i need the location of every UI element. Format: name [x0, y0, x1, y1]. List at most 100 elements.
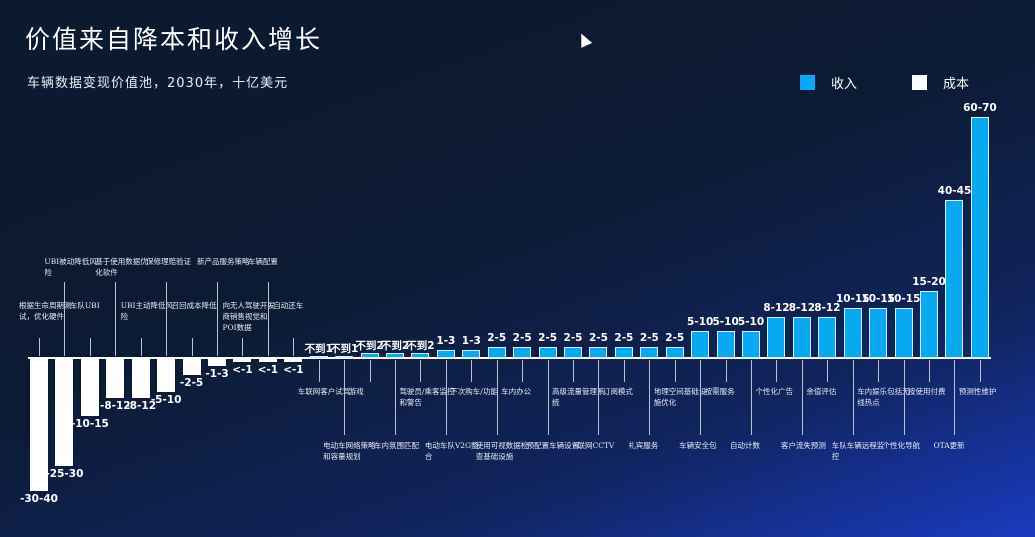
bar-revenue [894, 307, 913, 358]
bar-cost [106, 358, 125, 398]
label-leader-line [573, 360, 575, 382]
value-label: 不到1 [304, 342, 333, 355]
bar-cost [284, 358, 303, 362]
bar-revenue [462, 350, 481, 358]
category-label: OTA更新 [933, 441, 965, 450]
legend-label-cost: 成本 [943, 77, 970, 92]
bar-revenue [716, 331, 735, 358]
category-label: 预测性维护 [958, 387, 997, 396]
bar-revenue [436, 350, 455, 358]
bar-cost [208, 358, 226, 366]
category-label: 联网CCTV [577, 441, 615, 450]
label-leader-line [725, 360, 727, 382]
category-label: 车队车辆远程监控 [831, 441, 885, 461]
value-label: 8-12 [814, 301, 841, 314]
value-label: 不到2 [355, 339, 384, 352]
category-label: 下次购车/功能 [450, 387, 498, 396]
category-label: 车内氛围匹配 [374, 441, 420, 450]
label-leader-line [852, 360, 854, 435]
value-label: 5-10 [712, 316, 739, 328]
bar-revenue [360, 352, 379, 358]
category-label: 根据生命周期测试，优化硬件 [19, 301, 72, 321]
label-leader-line [191, 338, 193, 356]
label-leader-line [166, 282, 168, 356]
category-label: 召回成本降低 [171, 301, 217, 310]
label-leader-line [344, 360, 346, 435]
bar-revenue [869, 307, 888, 358]
label-leader-line [522, 360, 524, 382]
label-leader-line [827, 360, 829, 382]
bar-revenue [945, 199, 964, 358]
bar-revenue [335, 355, 354, 358]
category-label: 车内娱乐包括无线热点 [857, 387, 910, 407]
category-label: 客户流失预测 [780, 441, 826, 450]
value-label: 2-5 [614, 332, 634, 345]
value-label: 10-15 [835, 292, 870, 305]
value-label: 不到1 [330, 342, 359, 355]
label-leader-line [751, 360, 753, 435]
label-leader-line [776, 360, 778, 382]
category-label: 驾驶员/乘客监控和警告 [399, 387, 455, 407]
bar-revenue [538, 347, 557, 358]
value-label: 1-3 [436, 335, 456, 348]
label-leader-line [903, 360, 905, 435]
value-label: 8-12 [788, 301, 816, 314]
bar-revenue [564, 347, 583, 358]
value-label: 不到2 [406, 339, 435, 352]
value-label: -30-40 [20, 493, 58, 506]
category-label: 按使用付费 [908, 387, 946, 396]
category-label: 电动车网络策略和容量规划 [323, 441, 376, 461]
label-leader-line [64, 282, 66, 356]
bar-revenue [665, 347, 684, 358]
bar-revenue [640, 347, 659, 358]
category-label: 订阅模式 [602, 387, 633, 396]
category-label: 车联网客户试驾 [297, 387, 351, 396]
label-leader-line [979, 360, 981, 382]
category-label: 车辆配置 [247, 257, 278, 266]
category-label: 个性化导航 [882, 441, 921, 450]
value-label: <-1 [283, 363, 304, 376]
category-label: 基于使用数据优化软件 [95, 257, 148, 277]
bar-revenue [309, 355, 328, 358]
bar-revenue [818, 316, 837, 358]
label-leader-line [39, 338, 40, 356]
value-label: 15-20 [912, 276, 946, 289]
category-label: 地理空间基础设施优化 [653, 387, 707, 407]
legend-item-revenue: 收入 [800, 73, 857, 92]
value-label: -25-30 [45, 468, 84, 480]
bar-revenue [742, 331, 761, 358]
value-label: -10-15 [70, 417, 109, 430]
bar-revenue [513, 347, 532, 358]
value-label: 2-5 [512, 332, 532, 345]
label-leader-line [674, 360, 676, 382]
label-leader-line [700, 360, 702, 435]
label-leader-line [878, 360, 880, 382]
category-label: 余值评估 [806, 387, 837, 396]
category-label: 车内办公 [501, 387, 532, 396]
bar-revenue [589, 347, 608, 358]
label-leader-line [242, 338, 244, 356]
value-label: -2-5 [179, 376, 204, 389]
category-label: 使用可视数据检查基础设施 [475, 441, 529, 461]
chart-title: 价值来自降本和收入增长 [25, 25, 323, 54]
label-leader-line [954, 360, 956, 435]
bar-cost [182, 358, 201, 375]
value-label: 2-5 [563, 332, 583, 345]
label-leader-line [649, 360, 651, 435]
chart-subtitle: 车辆数据变现价值池，2030年，十亿美元 [27, 76, 289, 91]
label-leader-line [395, 360, 397, 435]
bar-cost [258, 358, 277, 362]
value-label: -8-12 [125, 399, 157, 412]
value-label: 2-5 [487, 332, 507, 345]
label-leader-line [318, 360, 320, 382]
legend-swatch-revenue [800, 75, 815, 90]
label-leader-line [267, 282, 269, 356]
label-leader-line [140, 338, 142, 356]
value-label: 40-45 [937, 184, 972, 197]
category-label: 预配置车辆设置 [526, 441, 580, 450]
bar-revenue [386, 352, 405, 358]
label-leader-line [547, 360, 549, 435]
label-leader-line [471, 360, 473, 382]
bar-cost [30, 358, 48, 492]
